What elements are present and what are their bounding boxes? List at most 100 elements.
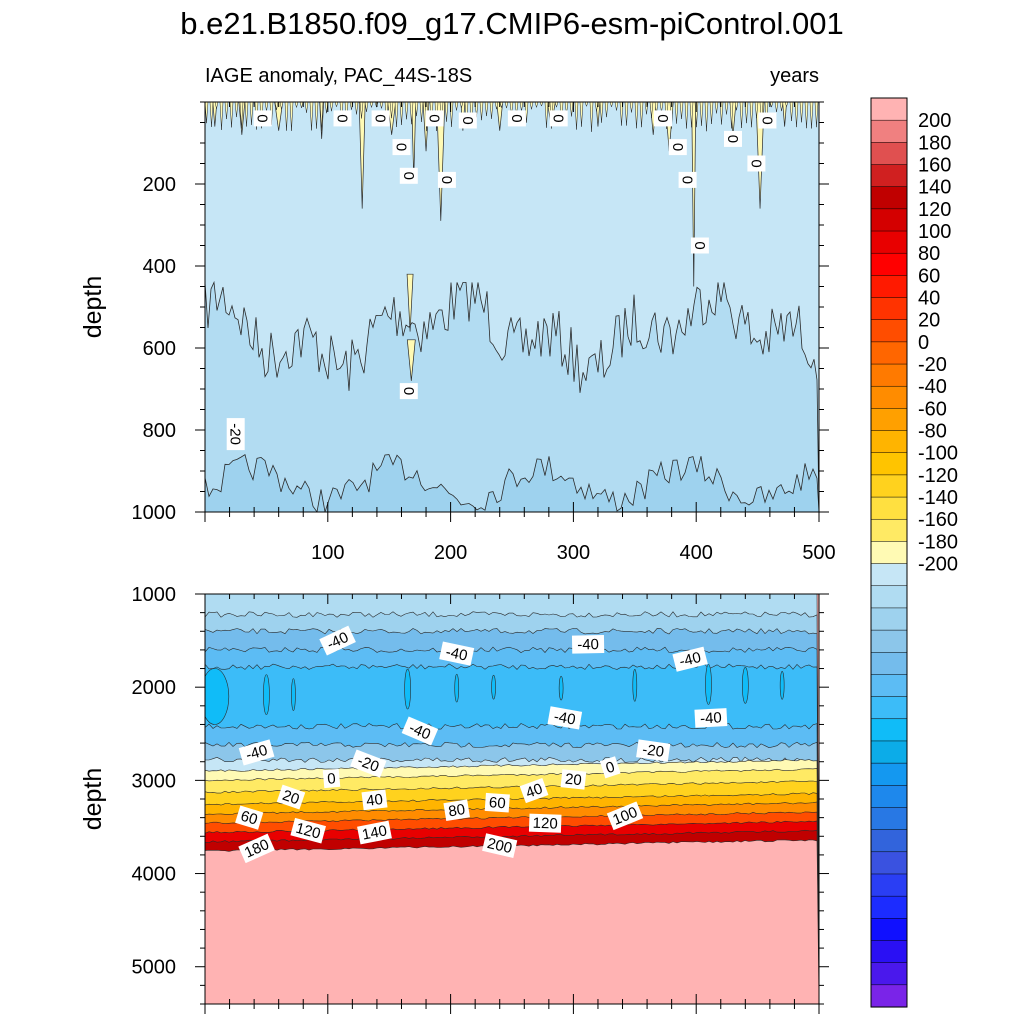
contour-label-text: 0	[550, 114, 567, 122]
colorbar-swatch	[870, 918, 908, 942]
surface-spike	[589, 102, 594, 132]
eddy-contour	[742, 667, 749, 704]
positive-anomaly-spikes	[205, 102, 819, 381]
colorbar-tick-label: 180	[918, 132, 951, 154]
contour-label: 60	[484, 792, 510, 813]
surface-spike	[329, 102, 334, 112]
surface-spike	[784, 102, 789, 108]
colorbar-swatch	[870, 363, 908, 387]
y-tick-label: 1000	[132, 584, 177, 606]
colorbar-swatch	[870, 119, 908, 143]
surface-spike	[539, 102, 544, 107]
x-tick-label: 400	[680, 542, 713, 564]
surface-spike	[749, 102, 754, 128]
surface-spike	[574, 102, 579, 130]
colorbar-tick-label: -140	[918, 487, 958, 509]
chart-subtitle: IAGE anomaly, PAC_44S-18S	[205, 65, 472, 87]
colorbar-swatch	[870, 186, 908, 210]
contour-label-text: 0	[758, 116, 775, 124]
surface-spike	[289, 102, 294, 131]
colorbar-swatch	[870, 297, 908, 321]
surface-spike	[679, 102, 684, 119]
anomaly-spike	[358, 102, 366, 209]
surface-spike	[794, 102, 799, 128]
colorbar-swatch	[870, 940, 908, 964]
contour-label-text: 0	[654, 114, 671, 122]
surface-spike	[294, 102, 299, 109]
lower-y-axis-label: depth	[79, 768, 107, 831]
contour-label: 0	[507, 110, 526, 127]
surface-spike	[214, 102, 219, 109]
eddy-contour	[705, 664, 712, 705]
contour-label: 200	[482, 833, 518, 858]
upper-panel: 0 0 0 0 0 0 0 0 0 0 0 0 0 0 0 0 0 0 -20 100 200 300 400 500 200…	[79, 101, 836, 564]
eddy-contour	[454, 673, 460, 703]
colorbar-tick-label: 100	[918, 221, 951, 243]
colorbar-swatch	[870, 496, 908, 520]
contour-label-text: -40	[678, 649, 703, 671]
colorbar-swatch	[870, 164, 908, 188]
eddy-contour	[558, 675, 564, 701]
surface-spike	[309, 102, 314, 131]
contour-label: -40	[439, 641, 475, 666]
anomaly-spike	[406, 339, 416, 381]
surface-spike	[799, 102, 804, 123]
colorbar-tick-label: 0	[918, 332, 929, 354]
surface-spike	[699, 102, 704, 126]
upper-y-axis-label: depth	[79, 276, 107, 339]
anomaly-spike	[411, 102, 417, 180]
surface-spike	[614, 102, 619, 111]
bottom-anomaly-band	[205, 453, 819, 512]
surface-spike	[729, 102, 734, 129]
surface-spike	[404, 102, 409, 120]
contour-label-text: 120	[532, 815, 558, 833]
y-tick-label: 3000	[132, 770, 177, 792]
surface-spike	[459, 102, 464, 109]
contour-label-text: 40	[365, 791, 384, 810]
surface-spike	[744, 102, 749, 124]
surface-spike	[479, 102, 484, 121]
colorbar-swatch	[870, 895, 908, 919]
colorbar-swatch	[870, 851, 908, 875]
contour-label: 120	[290, 817, 326, 844]
colorbar-frame	[870, 97, 908, 1008]
colorbar-tick-label: 60	[918, 265, 940, 287]
colorbar-swatch	[870, 97, 908, 121]
surface-spike	[724, 102, 729, 115]
surface-spike	[379, 102, 384, 109]
surface-spike	[544, 102, 549, 128]
colorbar-swatch	[870, 984, 908, 1008]
colorbar-swatch	[870, 208, 908, 232]
x-tick-label: 300	[557, 542, 590, 564]
eddy-contour	[404, 668, 411, 710]
surface-spike	[359, 102, 364, 119]
colorbar-swatch	[870, 518, 908, 542]
x-tick-label: 200	[434, 542, 467, 564]
contour-label-text: -20	[227, 423, 244, 445]
surface-spike	[639, 102, 644, 128]
surface-spike	[484, 102, 489, 117]
contour-label-text: 0	[438, 176, 455, 184]
upper-contour-labels: 0 0 0 0 0 0 0 0 0 0 0 0 0 0 0 0 0 0 -20	[226, 110, 777, 451]
anomaly-spike	[212, 102, 218, 127]
surface-spike	[734, 102, 739, 111]
contour-label-text: 0	[327, 770, 337, 788]
surface-spike	[399, 102, 404, 125]
surface-spike	[569, 102, 574, 117]
surface-spike	[674, 102, 679, 124]
colorbar-tick-label: 20	[918, 310, 940, 332]
contour-label: 0	[253, 110, 272, 127]
colorbar-swatch	[870, 962, 908, 986]
x-tick-label: 500	[802, 542, 835, 564]
contour-label-text: 0	[372, 114, 389, 122]
surface-spike	[209, 102, 214, 127]
surface-spike	[609, 102, 614, 108]
colorbar-swatch	[870, 607, 908, 631]
surface-spike	[714, 102, 719, 114]
surface-spike	[684, 102, 689, 129]
contour-label-text: 0	[400, 172, 417, 180]
contour-label: 0	[549, 110, 568, 127]
contour-label-text: 0	[724, 135, 741, 143]
contour-label: 0	[371, 110, 390, 127]
colorbar: 200180160140120100806040200-20-40-60-80-…	[870, 97, 958, 1008]
